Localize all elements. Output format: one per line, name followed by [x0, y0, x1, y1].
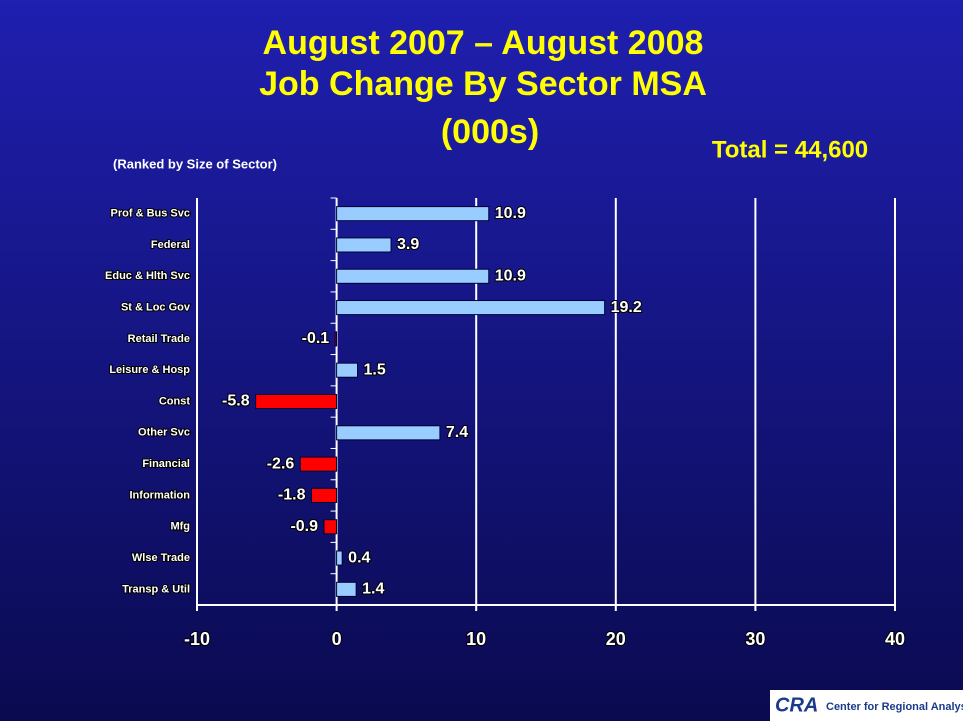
y-tick-label: St & Loc Gov [121, 301, 191, 313]
bar [323, 519, 338, 535]
x-tick-label: 0 [332, 629, 342, 649]
bar [334, 331, 338, 347]
y-tick-label: Retail Trade [128, 333, 190, 345]
title-line: (000s) [441, 113, 539, 151]
value-label: 19.2 [611, 299, 642, 316]
bar [336, 206, 490, 222]
logo-box [770, 690, 963, 721]
y-tick-label: Information [130, 489, 191, 501]
bar [336, 425, 441, 441]
value-label: 0.4 [348, 549, 370, 566]
bar [255, 393, 338, 410]
bar [299, 456, 338, 472]
logo-text: Center for Regional Analysis [826, 701, 963, 713]
bar [336, 237, 392, 253]
bar [310, 487, 338, 503]
bar [336, 362, 359, 378]
value-label: 10.9 [495, 205, 526, 222]
annotation: Total = 44,600 [712, 136, 868, 163]
value-label: -2.6 [267, 455, 295, 472]
value-label: -1.8 [278, 487, 306, 504]
x-tick-label: 20 [606, 629, 626, 649]
title-line: Job Change By Sector MSA [259, 65, 707, 103]
value-label: 7.4 [446, 424, 468, 441]
title-line: August 2007 – August 2008 [263, 24, 704, 62]
value-label: 10.9 [495, 267, 526, 284]
x-tick-label: 30 [745, 629, 765, 649]
y-tick-label: Prof & Bus Svc [111, 208, 190, 220]
x-tick-label: 10 [466, 629, 486, 649]
value-label: 1.4 [362, 581, 384, 598]
value-label: 1.5 [364, 361, 386, 378]
y-tick-label: Mfg [170, 521, 190, 533]
subtitle: (Ranked by Size of Sector) [113, 156, 277, 171]
bar [336, 581, 357, 597]
y-tick-label: Financial [142, 458, 190, 470]
x-tick-label: 40 [885, 629, 905, 649]
y-tick-label: Const [159, 395, 191, 407]
y-tick-label: Federal [151, 239, 190, 251]
y-tick-label: Other Svc [138, 427, 190, 439]
y-tick-label: Transp & Util [122, 583, 190, 595]
logo-mark: CRA [775, 694, 818, 716]
y-tick-label: Leisure & Hosp [109, 364, 190, 376]
value-label: -0.1 [302, 330, 330, 347]
x-tick-label: -10 [184, 629, 210, 649]
y-tick-label: Educ & Hlth Svc [105, 270, 190, 282]
value-label: -5.8 [222, 393, 250, 410]
bar [336, 300, 606, 316]
y-tick-label: Wlse Trade [132, 552, 190, 564]
bar [336, 550, 343, 566]
value-label: -0.9 [290, 518, 318, 535]
bar [336, 268, 490, 284]
value-label: 3.9 [397, 236, 419, 253]
